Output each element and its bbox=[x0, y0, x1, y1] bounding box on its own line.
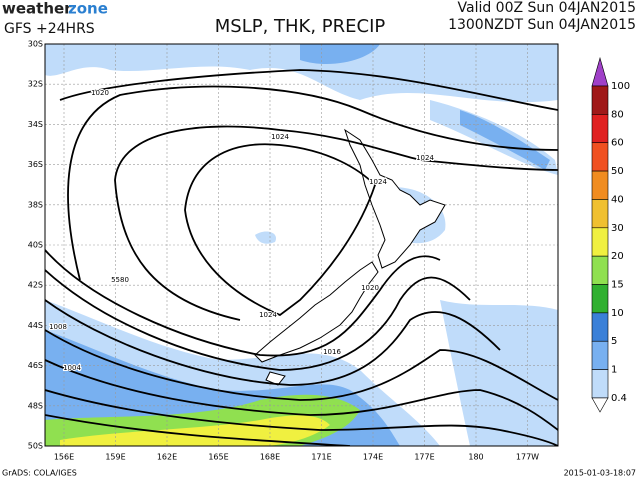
isobar-label: 5580 bbox=[111, 276, 129, 284]
legend-label: 30 bbox=[611, 223, 624, 234]
latitude-label: 40S bbox=[28, 241, 43, 250]
longitude-label: 165E bbox=[208, 453, 228, 462]
latitude-label: 32S bbox=[28, 80, 43, 89]
legend-label: 100 bbox=[611, 81, 630, 92]
model-label: GFS +24HRS bbox=[4, 21, 95, 37]
latitude-label: 46S bbox=[28, 361, 43, 370]
logo: weather zone bbox=[2, 0, 108, 18]
latitude-label: 48S bbox=[28, 401, 43, 410]
isobar-label: 1024 bbox=[416, 154, 434, 162]
longitude-label: 174E bbox=[363, 453, 383, 462]
legend-label: 80 bbox=[611, 109, 624, 120]
legend-swatch bbox=[591, 340, 609, 370]
legend-label: 50 bbox=[611, 166, 624, 177]
latitude-label: 38S bbox=[28, 200, 43, 209]
footer-time: 2015-01-03-18:07 bbox=[564, 469, 636, 478]
latitude-label: 36S bbox=[28, 160, 43, 169]
latitude-label: 50S bbox=[28, 442, 43, 451]
credit: GrADS: COLA/IGES bbox=[2, 469, 77, 478]
legend-swatch bbox=[591, 142, 609, 172]
isobar-label: 1008 bbox=[49, 323, 67, 331]
legend-label: 1 bbox=[611, 365, 617, 376]
legend-label: 40 bbox=[611, 194, 624, 205]
latitude-label: 42S bbox=[28, 281, 43, 290]
longitude-label: 180 bbox=[468, 453, 483, 462]
coastline bbox=[254, 128, 446, 386]
legend-swatch bbox=[591, 312, 609, 342]
legend-swatch bbox=[591, 170, 609, 200]
map bbox=[44, 43, 559, 447]
logo-zone: zone bbox=[68, 0, 108, 18]
longitude-label: 162E bbox=[157, 453, 177, 462]
valid-time: Valid 00Z Sun 04JAN2015 bbox=[458, 0, 637, 16]
legend-swatch bbox=[591, 227, 609, 257]
latitude-label: 34S bbox=[28, 120, 43, 129]
longitude-label: 177W bbox=[516, 453, 539, 462]
map-title: MSLP, THK, PRECIP bbox=[215, 16, 386, 37]
legend-label: 15 bbox=[611, 280, 624, 291]
isobars bbox=[45, 69, 558, 446]
axis-labels: 30S 32S 34S 36S 38S 40S 42S 44S 46S 48S 50S 156E 159… bbox=[28, 40, 539, 462]
legend-swatch bbox=[591, 85, 609, 115]
legend-swatch bbox=[591, 369, 609, 399]
isobar-label: 1024 bbox=[271, 133, 289, 141]
legend-swatch bbox=[591, 199, 609, 229]
isobar-label: 1020 bbox=[91, 89, 109, 97]
legend-label: 0.4 bbox=[611, 393, 627, 404]
legend-label: 20 bbox=[611, 251, 624, 262]
legend-swatch bbox=[591, 114, 609, 144]
legend-swatch bbox=[591, 255, 609, 285]
legend-bottom bbox=[591, 397, 609, 413]
latitude-label: 30S bbox=[28, 40, 43, 49]
longitude-label: 156E bbox=[54, 453, 74, 462]
isobar-label: 1024 bbox=[369, 178, 387, 186]
longitude-label: 171E bbox=[311, 453, 331, 462]
legend-label: 10 bbox=[611, 308, 624, 319]
isobar-label: 1020 bbox=[361, 284, 379, 292]
isobar-label: 1016 bbox=[323, 348, 341, 356]
legend-label: 60 bbox=[611, 138, 624, 149]
map-frame bbox=[44, 43, 559, 447]
longitude-label: 177E bbox=[414, 453, 434, 462]
longitude-label: 159E bbox=[105, 453, 125, 462]
latitude-label: 44S bbox=[28, 321, 43, 330]
isobar-label: 1024 bbox=[259, 311, 277, 319]
legend: 100 80 60 50 40 30 20 15 10 5 1 0.4 bbox=[591, 56, 630, 413]
legend-swatch bbox=[591, 284, 609, 314]
isobar-label: 1004 bbox=[63, 364, 81, 372]
local-time: 1300NZDT Sun 04JAN2015 bbox=[448, 17, 636, 33]
legend-label: 5 bbox=[611, 336, 617, 347]
logo-weather: weather bbox=[2, 0, 72, 18]
longitude-label: 168E bbox=[260, 453, 280, 462]
